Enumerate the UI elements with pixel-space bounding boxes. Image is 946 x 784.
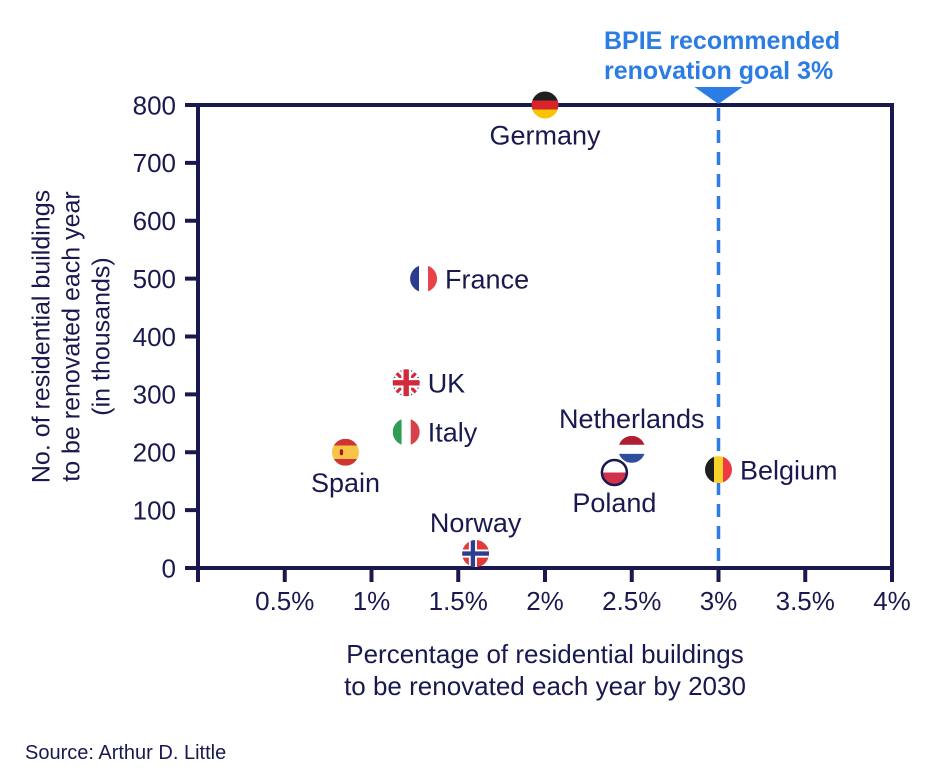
country-label-germany: Germany: [489, 121, 601, 151]
data-point-italy: Italy: [392, 418, 478, 448]
y-axis-title-line-2: to be renovated each year: [57, 191, 86, 482]
y-tick-label: 300: [133, 380, 176, 410]
y-tick-label: 100: [133, 495, 176, 525]
country-label-france: France: [445, 264, 529, 294]
x-axis-title-line-2: to be renovated each year by 2030: [344, 671, 746, 701]
x-tick-label: 1.5%: [429, 586, 488, 616]
source-note: Source: Arthur D. Little: [25, 742, 227, 764]
flag-icon-netherlands: [618, 435, 646, 463]
country-label-spain: Spain: [311, 468, 380, 498]
x-axis-title-line-1: Percentage of residential buildings: [346, 639, 744, 669]
y-tick-label: 800: [133, 90, 176, 120]
data-point-poland: Poland: [572, 458, 656, 518]
country-label-italy: Italy: [428, 418, 478, 448]
x-tick-label: 2%: [526, 586, 564, 616]
data-point-spain: Spain: [311, 438, 380, 498]
y-tick-label: 600: [133, 206, 176, 236]
y-tick-label: 400: [133, 322, 176, 352]
y-axis-title-line-1: No. of residential buildings: [27, 189, 56, 484]
y-axis-title: No. of residential buildings to be renov…: [27, 127, 120, 547]
plot-border: [196, 103, 894, 570]
reference-arrow-icon: [694, 87, 743, 104]
data-point-norway: Norway: [430, 508, 522, 568]
flag-icon-italy: [392, 418, 420, 446]
x-tick-label: 1%: [353, 586, 391, 616]
y-tick-label: 0: [162, 553, 176, 583]
flag-icon-belgium: [705, 456, 732, 484]
data-point-netherlands: Netherlands: [559, 404, 705, 463]
x-tick-label: 2.5%: [602, 586, 661, 616]
x-axis-title: Percentage of residential buildings to b…: [245, 638, 845, 702]
data-point-belgium: Belgium: [705, 455, 838, 485]
annotation: BPIE recommended renovation goal 3%: [604, 26, 840, 86]
country-label-netherlands: Netherlands: [559, 404, 705, 434]
x-tick-label: 4%: [873, 586, 911, 616]
y-axis-title-line-3: (in thousands): [87, 257, 116, 416]
country-label-norway: Norway: [430, 508, 522, 538]
country-label-poland: Poland: [572, 488, 656, 518]
data-point-germany: Germany: [489, 91, 601, 151]
y-tick-label: 200: [133, 438, 176, 468]
x-tick-label: 3%: [700, 586, 738, 616]
flag-icon-spain: [331, 438, 359, 466]
country-label-belgium: Belgium: [740, 455, 838, 485]
data-point-france: France: [410, 264, 529, 294]
flag-icon-france: [410, 265, 438, 293]
flag-icon-germany: [531, 91, 559, 119]
annotation-line-2: renovation goal 3%: [604, 57, 834, 85]
country-label-uk: UK: [428, 369, 466, 399]
y-tick-label: 500: [133, 264, 176, 294]
data-point-uk: UK: [392, 369, 466, 399]
x-tick-label: 3.5%: [776, 586, 835, 616]
flag-icon-norway: [462, 540, 490, 568]
flag-icon-uk: [392, 369, 420, 397]
x-tick-label: 0.5%: [255, 586, 314, 616]
y-tick-label: 700: [133, 148, 176, 178]
annotation-line-1: BPIE recommended: [604, 27, 841, 55]
